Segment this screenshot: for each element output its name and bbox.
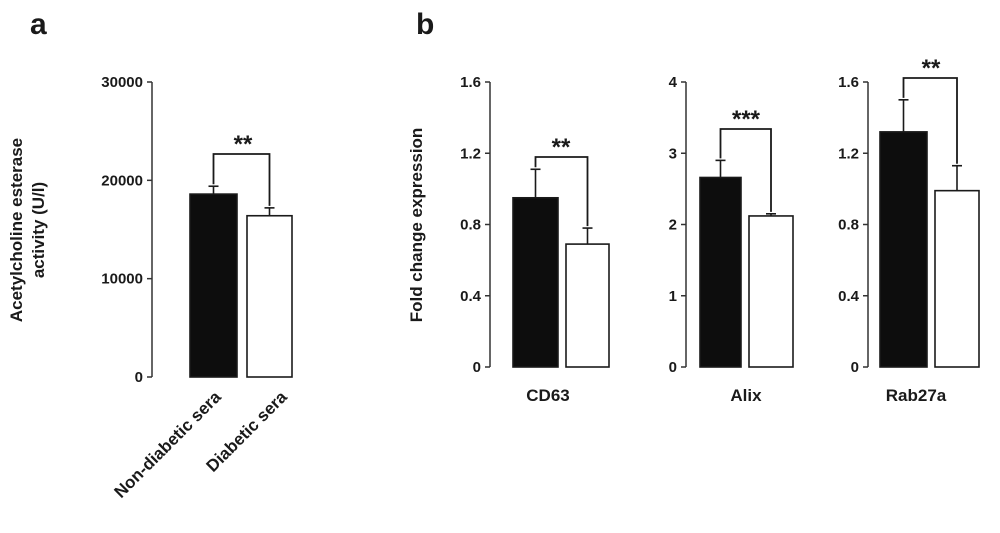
y-tick-label: 1.2 [460,145,481,162]
x-axis-label: Alix [730,386,762,405]
chart-acetylcholine-esterase: 0 10000 20000 30000 Acetylcholine esterase ac… [7,74,293,502]
category-label: Non-diabetic sera [111,387,226,502]
chart-alix: 0 1 2 3 4 *** Alix [669,74,794,405]
bar [565,243,610,368]
significance-bracket [534,156,589,227]
y-tick-label: 1.6 [838,74,859,91]
bar [748,215,794,368]
y-tick-label: 2 [669,217,677,234]
y-tick-label: 20000 [101,172,143,189]
y-tick-label: 1 [669,288,677,305]
y-axis-title-line: activity (U/l) [29,182,48,278]
y-axis-title: Acetylcholine esterase activity (U/l) [7,138,48,322]
y-tick-label: 10000 [101,271,143,288]
bar [699,176,742,368]
significance-bracket [212,153,271,206]
y-tick-label: 0 [473,359,481,376]
y-axis-title-line: Acetylcholine esterase [7,138,26,322]
significance-bracket [719,128,772,212]
significance-marker: ** [922,55,941,82]
y-tick-label: 3 [669,145,677,162]
bar [934,189,980,368]
y-tick-label: 0.8 [838,217,859,234]
x-axis-label: CD63 [526,386,569,405]
y-tick-label: 1.6 [460,74,481,91]
y-tick-label: 1.2 [838,145,859,162]
bar [512,196,559,368]
y-tick-label: 0.4 [838,288,860,305]
significance-marker: ** [234,131,253,158]
chart-cd63: 0 0.4 0.8 1.2 1.6 Fold change expression ** CD6… [407,74,610,405]
y-tick-label: 0.8 [460,217,481,234]
significance-marker: *** [732,106,761,133]
y-tick-label: 0 [851,359,859,376]
chart-rab27a: 0 0.4 0.8 1.2 1.6 ** Rab27a [838,55,980,405]
y-tick-label: 4 [669,74,678,91]
y-tick-label: 0 [669,359,677,376]
panel-a-letter: a [30,8,47,41]
significance-bracket [902,77,958,164]
significance-marker: ** [552,134,571,161]
y-tick-label: 30000 [101,74,143,91]
y-axis-title: Fold change expression [407,128,426,323]
x-axis-label: Rab27a [886,386,947,405]
bar [189,193,238,378]
bar [879,131,928,368]
y-tick-label: 0 [135,369,143,386]
bar [246,214,293,378]
y-tick-label: 0.4 [460,288,482,305]
panel-b-letter: b [416,8,434,41]
